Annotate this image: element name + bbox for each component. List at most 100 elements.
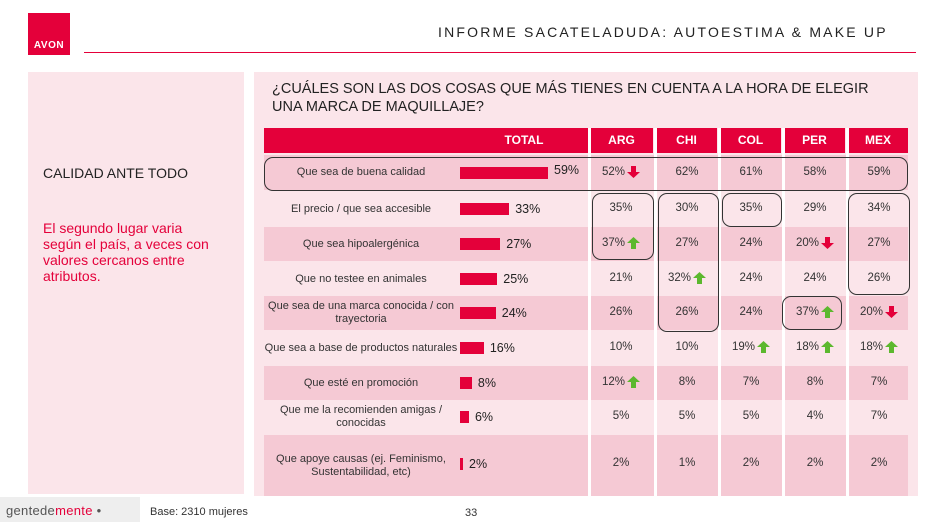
table-row-label: Que sea a base de productos naturales — [264, 341, 458, 354]
highlight-outline — [592, 193, 654, 260]
table-row-label: Que sea de buena calidad — [296, 166, 426, 178]
cell-mex: 7% — [849, 410, 909, 422]
base-note: Base: 2310 mujeres — [150, 506, 248, 518]
cell-value: 27% — [867, 237, 891, 249]
column-header-attribute — [264, 128, 458, 153]
arrow-up-icon — [627, 376, 641, 388]
cell-mex: 34% — [849, 202, 909, 214]
cell-value: 52% — [601, 165, 626, 178]
cell-value: 26% — [609, 306, 633, 318]
cell-value: 12% — [601, 376, 626, 389]
cell-chi: 8% — [657, 376, 717, 388]
total-value-label: 16% — [489, 341, 515, 355]
cell-value: 7% — [870, 410, 888, 422]
cell-per: 20% — [785, 237, 845, 249]
cell-mex: 2% — [849, 457, 909, 469]
cell-arg: 2% — [591, 457, 651, 469]
total-bar — [460, 238, 501, 250]
total-value-label: 8% — [477, 376, 496, 390]
cell-value: 7% — [870, 376, 888, 388]
table-row-label: Que sea de una marca conocida / con tray… — [268, 300, 454, 325]
total-value-label: 33% — [515, 202, 541, 216]
cell-col: 24% — [721, 306, 781, 318]
total-value-label: 25% — [503, 272, 529, 286]
total-bar — [460, 458, 463, 470]
cell-per: 37% — [785, 306, 845, 318]
table-row-label: Que me la recomienden amigas / conocidas — [279, 404, 443, 429]
cell-chi: 27% — [657, 237, 717, 249]
cell-value: 18% — [859, 341, 884, 354]
cell-value: 2% — [612, 457, 630, 469]
cell-col: 35% — [721, 202, 781, 214]
cell-chi: 10% — [657, 341, 717, 353]
cell-value: 32% — [667, 272, 692, 285]
cell-per: 58% — [785, 166, 845, 178]
column-separator — [588, 128, 591, 496]
left-panel — [28, 72, 244, 494]
table-row-label: Que sea hipoalergénica — [302, 237, 420, 250]
cell-value: 34% — [867, 202, 891, 214]
arrow-up-icon — [821, 306, 835, 318]
arrow-up-icon — [757, 341, 771, 353]
cell-col: 24% — [721, 237, 781, 249]
cell-per: 8% — [785, 376, 845, 388]
cell-mex: 20% — [849, 306, 909, 318]
insight-heading: CALIDAD ANTE TODO — [43, 165, 188, 181]
question-title: ¿CUÁLES SON LAS DOS COSAS QUE MÁS TIENES… — [272, 81, 869, 115]
cell-per: 2% — [785, 457, 845, 469]
arrow-up-icon — [885, 341, 899, 353]
cell-chi: 30% — [657, 202, 717, 214]
cell-chi: 32% — [657, 272, 717, 284]
cell-chi: 62% — [657, 166, 717, 178]
column-separator — [846, 128, 849, 496]
arrow-down-icon — [627, 165, 641, 178]
table-row-label: Que no testee en animales — [295, 272, 427, 285]
cell-mex: 27% — [849, 237, 909, 249]
cell-value: 37% — [795, 306, 820, 319]
cell-col: 2% — [721, 457, 781, 469]
cell-mex: 26% — [849, 272, 909, 284]
column-header-col: COL — [720, 128, 781, 153]
cell-value: 35% — [609, 202, 633, 214]
table-row-label: El precio / que sea accesible — [290, 202, 432, 215]
cell-col: 61% — [721, 166, 781, 178]
total-value-label: 27% — [506, 237, 532, 251]
total-bar — [460, 411, 469, 423]
total-value-label: 6% — [474, 410, 494, 424]
cell-mex: 7% — [849, 376, 909, 388]
cell-col: 7% — [721, 376, 781, 388]
table-row-label: Que apoye causas (ej. Feminismo, Sustent… — [276, 452, 446, 478]
cell-value: 4% — [806, 410, 824, 422]
cell-value: 19% — [731, 341, 756, 354]
cell-mex: 18% — [849, 341, 909, 353]
cell-value: 26% — [867, 272, 891, 284]
cell-value: 58% — [803, 165, 827, 178]
highlight-outline — [658, 193, 719, 332]
header-divider — [84, 52, 916, 53]
table-row-band — [264, 155, 908, 190]
column-header-chi: CHI — [656, 128, 717, 153]
cell-value: 10% — [609, 341, 633, 353]
total-value-label: 24% — [501, 306, 527, 320]
column-header-per: PER — [784, 128, 845, 153]
total-bar — [460, 342, 484, 354]
arrow-up-icon — [627, 237, 641, 249]
cell-value: 30% — [675, 202, 699, 214]
cell-value: 61% — [739, 165, 763, 178]
cell-per: 24% — [785, 272, 845, 284]
cell-value: 29% — [803, 202, 827, 214]
arrow-up-icon — [821, 341, 835, 353]
total-bar — [460, 203, 510, 215]
total-value-label: 2% — [469, 457, 488, 471]
cell-value: 1% — [678, 457, 696, 469]
cell-value: 24% — [739, 237, 763, 249]
cell-arg: 12% — [591, 376, 651, 388]
total-value-label: 59% — [554, 162, 580, 177]
arrow-up-icon — [693, 272, 707, 284]
cell-col: 19% — [721, 341, 781, 353]
cell-chi: 5% — [657, 410, 717, 422]
cell-arg: 21% — [591, 272, 651, 284]
report-title: INFORME SACATELADUDA: AUTOESTIMA & MAKE … — [438, 24, 888, 40]
cell-value: 21% — [609, 272, 633, 284]
gentedemente-logo: gentedemente • — [6, 503, 102, 518]
